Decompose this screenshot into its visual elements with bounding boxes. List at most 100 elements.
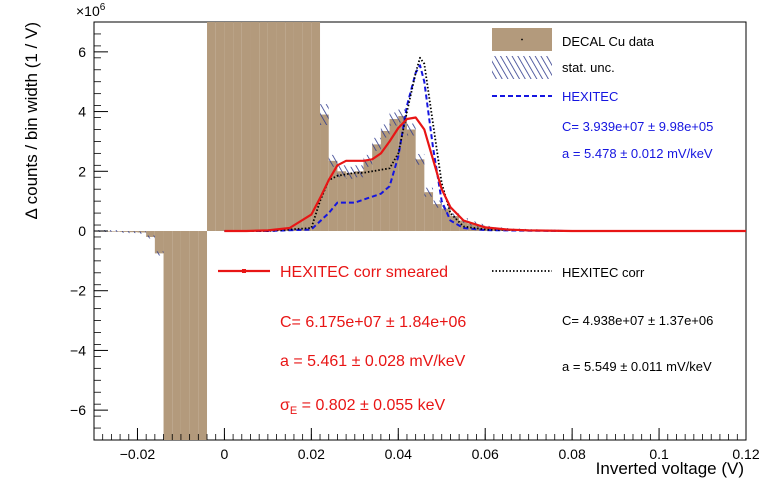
y-tick-label: −4 <box>70 342 86 358</box>
series-line-hexitec <box>224 64 746 232</box>
y-tick-label: −2 <box>70 283 86 299</box>
legend-label-corr: HEXITEC corr <box>562 265 645 280</box>
histogram-bar <box>224 22 234 231</box>
stat-unc-box <box>354 165 364 178</box>
histogram-bar <box>276 22 286 231</box>
data-histogram <box>94 22 547 440</box>
histogram-bar <box>302 22 312 231</box>
histogram-bar <box>154 231 164 254</box>
legend-corr-box <box>490 256 742 290</box>
legend-smeared: HEXITEC corr smeared C= 6.175e+07 ± 1.84… <box>214 256 470 417</box>
stat-unc-box <box>146 235 155 239</box>
x-tick-label: −0.02 <box>120 446 156 462</box>
histogram-bar <box>380 130 390 231</box>
stat-unc-box <box>111 230 121 232</box>
histogram-bar <box>328 160 338 231</box>
stat-unc-box <box>120 231 129 233</box>
histogram-bar <box>163 231 173 440</box>
x-tick-label: 0.12 <box>732 446 759 462</box>
histogram-bar <box>172 231 181 440</box>
axes: −0.02 0 0.02 0.04 0.06 0.08 0.1 0.12 −6 −4 −2 0 2 4 6 <box>70 21 760 462</box>
histogram-bar <box>337 171 347 231</box>
stat-unc-box <box>389 112 399 126</box>
legend-label-smeared: HEXITEC corr smeared <box>280 264 448 281</box>
histogram-bar <box>372 144 381 231</box>
stat-unc-box <box>128 231 138 234</box>
legend-marker-smeared <box>242 269 246 273</box>
histogram-bar <box>467 223 477 231</box>
histogram-bar <box>285 22 294 231</box>
stat-unc-box <box>433 200 442 208</box>
y-exponent-label: ×106 <box>76 2 106 19</box>
legend-marker-decal <box>521 38 523 41</box>
x-tick-label: 0 <box>221 446 229 462</box>
y-tick-label: 6 <box>78 44 86 60</box>
hexitec-fit-a: a = 5.478 ± 0.012 mV/keV <box>562 146 713 161</box>
histogram-bar <box>320 114 329 231</box>
histogram-bar <box>398 116 407 231</box>
stat-unc-box <box>328 154 338 167</box>
smeared-fit-c: C= 6.175e+07 ± 1.84e+06 <box>280 314 466 331</box>
series-line-hexitec-corr <box>224 56 746 232</box>
model-curves <box>224 56 746 233</box>
histogram-bar <box>207 22 216 231</box>
histogram-bar <box>363 160 373 231</box>
histogram-bar <box>389 119 399 231</box>
stat-unc-box <box>137 231 147 234</box>
histogram-bar <box>459 220 468 231</box>
histogram-bar <box>215 22 225 231</box>
histogram-bar <box>259 22 268 231</box>
stat-unc-box <box>415 153 425 165</box>
y-tick-label: 4 <box>78 104 86 120</box>
histogram-bar <box>415 159 425 231</box>
smeared-fit-a: a = 5.461 ± 0.028 mV/keV <box>280 353 466 370</box>
histogram-bar <box>293 22 303 231</box>
histogram-bar <box>433 204 442 231</box>
stat-unc-box <box>154 251 164 256</box>
series-line-hexitec-corr-smeared <box>224 116 746 233</box>
histogram-bar <box>441 208 451 231</box>
x-tick-label: 0.02 <box>298 446 325 462</box>
stat-unc-box <box>337 165 347 178</box>
histogram-bar <box>450 216 460 231</box>
legend-smeared-box <box>214 256 470 290</box>
smeared-fit-sigma: σE = 0.802 ± 0.055 keV <box>280 397 446 417</box>
x-tick-label: 0.06 <box>472 446 499 462</box>
corr-fit-c: C= 4.938e+07 ± 1.37e+06 <box>562 313 713 328</box>
stat-unc-box <box>398 109 407 123</box>
legend-corr: HEXITEC corr C= 4.938e+07 ± 1.37e+06 a =… <box>490 256 742 374</box>
y-axis-label: Δ counts / bin width (1 / V) <box>22 22 41 220</box>
legend-top: DECAL Cu data stat. unc. HEXITEC C= 3.93… <box>492 28 713 161</box>
histogram-bar <box>146 231 155 237</box>
histogram-bar <box>189 231 199 440</box>
legend-swatch-stat-unc <box>492 56 552 79</box>
stat-unc-box <box>380 124 390 138</box>
legend-label-decal: DECAL Cu data <box>562 34 655 49</box>
histogram-bar <box>267 22 277 231</box>
histogram-bar <box>424 192 434 231</box>
x-tick-label: 0.04 <box>385 446 412 462</box>
histogram-bar <box>198 231 208 440</box>
y-tick-label: 2 <box>78 163 86 179</box>
histogram-bar <box>241 22 251 231</box>
x-tick-label: 0.08 <box>559 446 586 462</box>
histogram-bar <box>233 22 242 231</box>
x-tick-label: 0.1 <box>649 446 669 462</box>
stat-unc-box <box>450 213 460 219</box>
histogram-bar <box>180 231 190 440</box>
stat-unc-box <box>406 123 416 136</box>
x-axis-label: Inverted voltage (V) <box>596 459 744 478</box>
histogram-bar <box>406 129 416 231</box>
y-tick-label: 0 <box>78 223 86 239</box>
y-tick-label: −6 <box>70 402 86 418</box>
stat-unc-box <box>372 137 381 151</box>
corr-fit-a: a = 5.549 ± 0.011 mV/keV <box>562 359 712 374</box>
stat-unc-box <box>320 104 329 126</box>
histogram-bar <box>311 22 321 231</box>
legend-label-stat-unc: stat. unc. <box>562 60 615 75</box>
legend-label-hexitec: HEXITEC <box>562 89 618 104</box>
histogram-bar <box>250 22 260 231</box>
stat-unc-box <box>424 187 434 197</box>
hexitec-fit-c: C= 3.939e+07 ± 9.98e+05 <box>562 119 713 134</box>
